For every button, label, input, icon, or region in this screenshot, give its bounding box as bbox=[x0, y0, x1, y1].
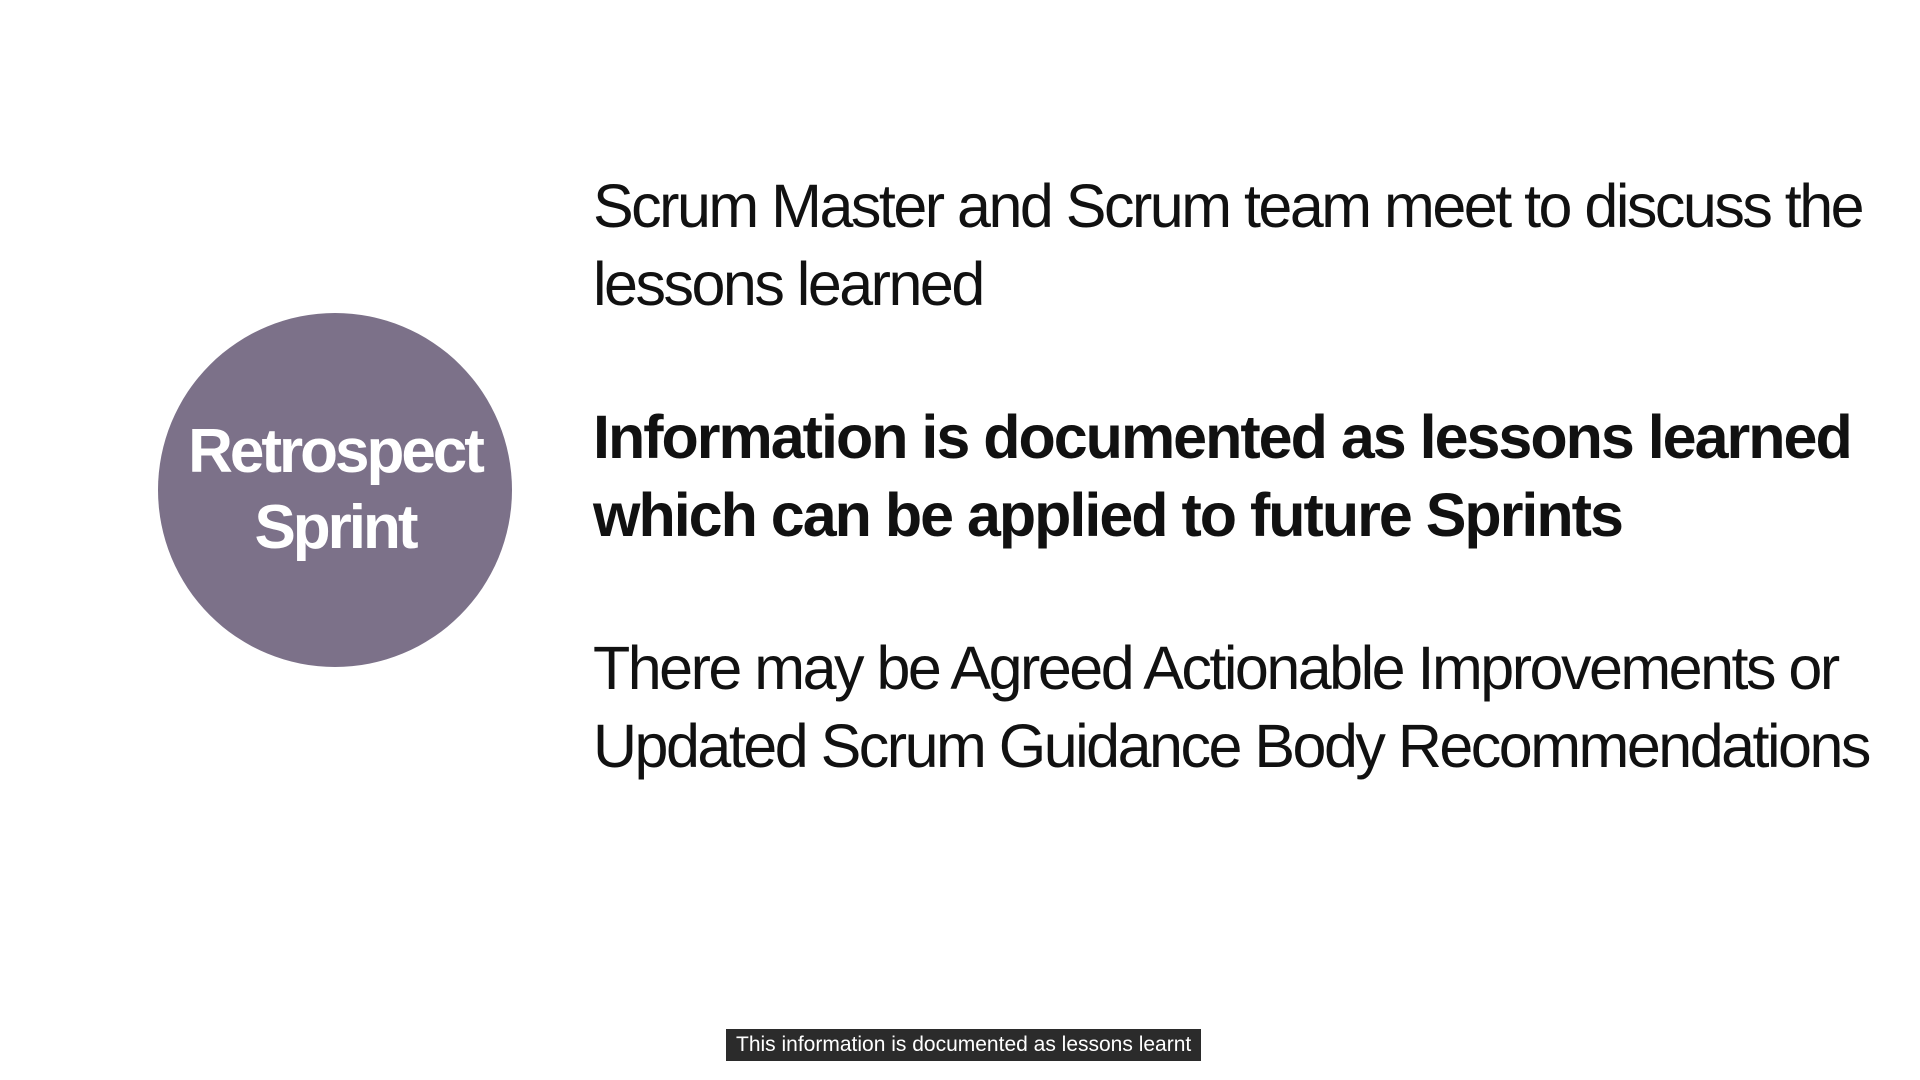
circle-title-line-1: Retrospect bbox=[188, 417, 485, 486]
point-scrum-meeting: Scrum Master and Scrum team meet to disc… bbox=[593, 172, 1865, 318]
point-improvements: There may be Agreed Actionable Improveme… bbox=[593, 634, 1871, 780]
point-lessons-documented: Information is documented as lessons lea… bbox=[593, 403, 1853, 549]
retrospect-sprint-circle: Retrospect Sprint bbox=[158, 313, 512, 667]
video-caption: This information is documented as lesson… bbox=[726, 1029, 1202, 1061]
circle-title-line-2: Sprint bbox=[254, 493, 418, 562]
